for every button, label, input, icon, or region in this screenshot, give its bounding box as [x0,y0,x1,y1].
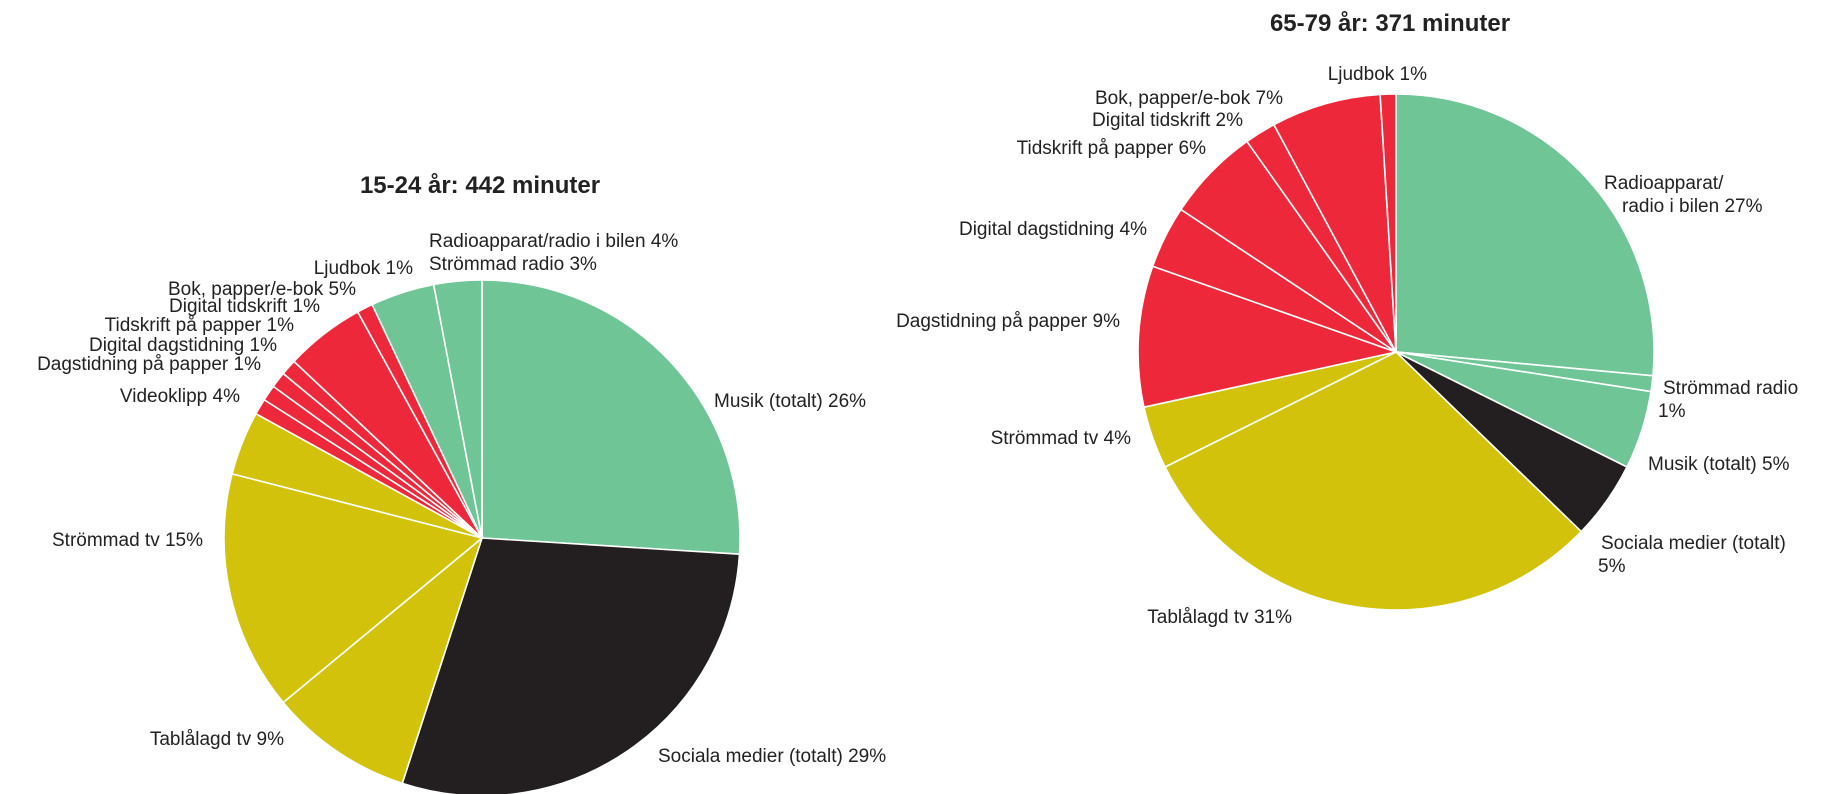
pie-slice-bok-papper-e-bok-7 [1272,93,1397,353]
pie-slice-strommad-radio-3 [432,279,483,539]
slice-label-videoklipp-4: Videoklipp 4% [120,386,240,407]
slice-label-tablalagd-tv-31: Tablålagd tv 31% [1147,607,1292,628]
labels-65-79: Radioapparat/radio i bilen 27% Strömmad r… [896,64,1798,628]
slice-label-ljudbok-1: Ljudbok 1% [314,258,413,279]
slice-label-musik-totalt-26: Musik (totalt) 26% [714,391,866,412]
pie-chart-15-24: 15-24 år: 442 minuter Musik (totalt) 26%… [37,172,886,794]
slice-label-sociala-medier-totalt-29: Sociala medier (totalt) 29% [658,746,886,767]
slice-label-dagstidning-pa-papper-9: Dagstidning på papper 9% [896,311,1120,332]
pie-slice-sociala-medier-totalt-29 [401,537,741,794]
slice-label-bok-papper-e-bok-5: Bok, papper/e-bok 5% [168,279,356,300]
slice-label-radioapparat-radio-i-bilen-4: Radioapparat/radio i bilen 4% [429,231,678,252]
slice-label-digital-dagstidning-1: Digital dagstidning 1% [89,335,277,356]
slice-label-bok-papper-e-bok-7: Bok, papper/e-bok 7% [1095,88,1283,109]
slice-label-dagstidning-pa-papper-1: Dagstidning på papper 1% [37,354,261,375]
pie-slice-ljudbok-1 [1379,93,1397,353]
slice-label-digital-tidskrift-1: Digital tidskrift 1% [169,296,320,317]
pie-slice-musik-totalt-26 [481,279,741,556]
slice-label-tablalagd-tv-9: Tablålagd tv 9% [150,729,284,750]
slice-label-ljudbok-1: Ljudbok 1% [1328,64,1427,85]
slice-label-strommad-tv-15: Strömmad tv 15% [52,530,203,551]
slice-label-sociala-medier-totalt-5: Sociala medier (totalt) 5% [1598,533,1786,577]
pie-slice-dagstidning-pa-papper-9 [1137,265,1399,409]
chart-title-65-79: 65-79 år: 371 minuter [1270,10,1510,37]
slice-label-radioapparat-radio-i-bilen-27: Radioapparat/radio i bilen 27% [1604,173,1763,217]
pie-slice-strommad-tv-15 [223,472,484,704]
labels-15-24: Musik (totalt) 26% Sociala medier (totalt… [37,231,886,767]
slice-label-strommad-tv-4: Strömmad tv 4% [991,428,1132,449]
chart-title-15-24: 15-24 år: 442 minuter [360,172,600,199]
pie-slice-radioapparat-radio-i-bilen-27 [1395,93,1655,377]
pie-slice-tablalagd-tv-31 [1163,351,1583,611]
slice-label-tidskrift-pa-papper-6: Tidskrift på papper 6% [1017,138,1206,159]
slice-label-musik-totalt-5: Musik (totalt) 5% [1648,454,1790,475]
slices-65-79 [1137,93,1655,611]
slice-label-tidskrift-pa-papper-1: Tidskrift på papper 1% [105,315,294,336]
slice-label-strommad-radio-3: Strömmad radio 3% [429,254,597,275]
slice-label-digital-tidskrift-2: Digital tidskrift 2% [1092,110,1243,131]
pie-slice-tablalagd-tv-9 [282,535,484,785]
slices-15-24 [223,279,741,794]
slice-label-digital-dagstidning-4: Digital dagstidning 4% [959,219,1147,240]
slice-label-strommad-radio-1: Strömmad radio 1% [1658,378,1798,422]
pie-chart-65-79: 65-79 år: 371 minuter Radioapparat/radio… [896,10,1798,628]
